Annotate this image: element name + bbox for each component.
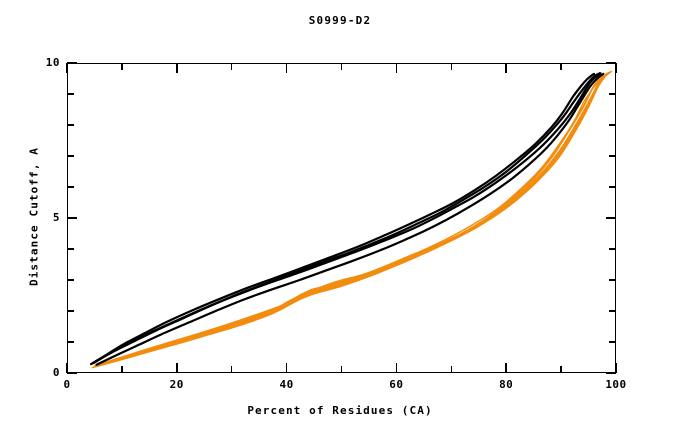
curve-reference-3 — [95, 72, 605, 366]
y-tick-4 — [67, 248, 74, 250]
y-tick-5 — [67, 217, 77, 219]
x-tick-10 — [121, 366, 123, 373]
y-tick-right-4 — [609, 248, 616, 250]
y-tick-7 — [67, 155, 74, 157]
curve-prediction-22 — [102, 72, 610, 365]
y-tick-right-10 — [606, 62, 616, 64]
curve-reference-4 — [93, 72, 602, 364]
y-tick-label-5: 5 — [52, 211, 60, 224]
y-tick-10 — [67, 62, 77, 64]
x-tick-100 — [615, 363, 617, 373]
y-tick-label-10: 10 — [45, 56, 60, 69]
x-tick-50 — [340, 366, 343, 373]
y-tick-9 — [67, 93, 74, 95]
x-tick-top-100 — [615, 63, 617, 73]
x-tick-80 — [505, 363, 507, 373]
x-tick-label-40: 40 — [279, 378, 294, 391]
y-tick-0 — [67, 372, 77, 374]
y-tick-right-1 — [609, 341, 616, 343]
x-tick-top-30 — [230, 63, 233, 70]
curve-reference-1 — [89, 72, 596, 366]
x-tick-label-0: 0 — [63, 378, 71, 391]
x-tick-top-70 — [450, 63, 453, 70]
y-tick-right-8 — [609, 124, 616, 126]
y-tick-right-0 — [606, 372, 616, 374]
plot-curves — [89, 70, 613, 369]
y-tick-right-7 — [609, 155, 616, 157]
x-tick-90 — [560, 366, 562, 373]
y-tick-right-5 — [606, 217, 616, 219]
y-tick-6 — [67, 186, 74, 188]
x-tick-label-60: 60 — [389, 378, 404, 391]
y-tick-label-0: 0 — [52, 366, 60, 379]
y-tick-8 — [67, 124, 74, 126]
chart-title: S0999-D2 — [308, 14, 372, 27]
x-tick-0 — [66, 363, 68, 373]
x-tick-30 — [230, 366, 233, 373]
x-axis-title: Percent of Residues (CA) — [247, 404, 433, 417]
plot-area — [67, 63, 616, 373]
x-tick-label-20: 20 — [169, 378, 184, 391]
y-tick-3 — [67, 279, 74, 281]
x-tick-20 — [176, 363, 178, 373]
x-tick-top-0 — [66, 63, 68, 73]
y-tick-right-2 — [609, 310, 616, 312]
x-tick-top-20 — [176, 63, 178, 73]
x-tick-top-40 — [285, 63, 288, 73]
x-tick-top-80 — [505, 63, 507, 73]
x-tick-40 — [285, 363, 288, 373]
x-tick-label-80: 80 — [499, 378, 514, 391]
x-tick-label-100: 100 — [605, 378, 627, 391]
x-tick-60 — [395, 363, 398, 373]
x-tick-top-60 — [395, 63, 398, 73]
x-tick-top-90 — [560, 63, 562, 70]
x-tick-70 — [450, 366, 453, 373]
y-tick-2 — [67, 310, 74, 312]
y-tick-right-9 — [609, 93, 616, 95]
y-tick-1 — [67, 341, 74, 343]
y-tick-right-3 — [609, 279, 616, 281]
x-tick-top-10 — [121, 63, 123, 70]
curve-prediction-21 — [91, 75, 603, 369]
y-tick-right-6 — [609, 186, 616, 188]
y-axis-title: Distance Cutoff, A — [27, 147, 41, 287]
x-tick-top-50 — [340, 63, 343, 70]
